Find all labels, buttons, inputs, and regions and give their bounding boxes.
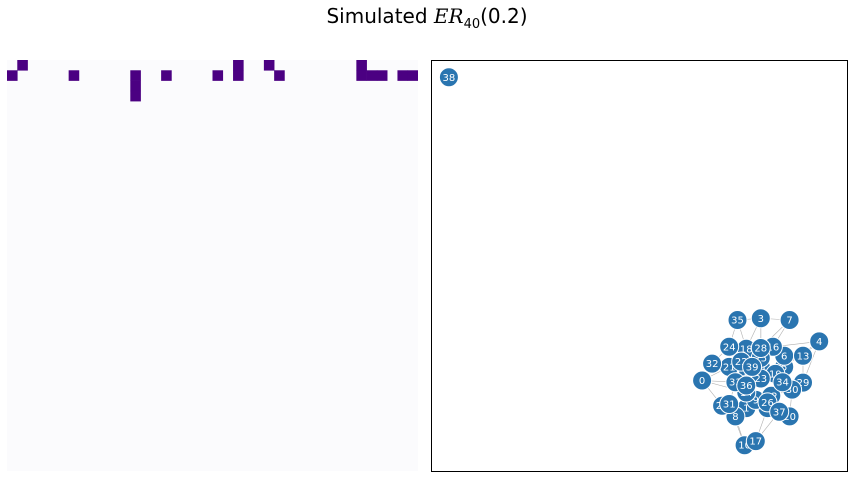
graph-node-label: 24 bbox=[723, 342, 736, 353]
heatmap-cell bbox=[366, 70, 378, 81]
heatmap-background bbox=[7, 60, 418, 471]
graph-node: 39 bbox=[742, 356, 763, 377]
adjacency-matrix-heatmap bbox=[7, 60, 418, 471]
figure-title: Simulated ER40(0.2) bbox=[0, 4, 854, 32]
graph-node-label: 38 bbox=[443, 73, 456, 84]
graph-node-label: 28 bbox=[754, 344, 767, 355]
graph-node: 13 bbox=[793, 345, 813, 366]
network-graph-plot: 0123456789101112131415161718192021222324… bbox=[431, 60, 848, 472]
graph-node-label: 35 bbox=[731, 316, 744, 327]
graph-node-label: 5 bbox=[781, 362, 787, 373]
graph-node-label: 39 bbox=[746, 362, 759, 373]
graph-node-circle bbox=[702, 353, 723, 374]
heatmap-cell bbox=[7, 70, 18, 81]
graph-node-label: 21 bbox=[723, 362, 736, 373]
graph-node-label: 19 bbox=[769, 369, 782, 380]
graph-node-label: 8 bbox=[732, 412, 738, 423]
graph-node: 17 bbox=[745, 431, 766, 452]
heatmap-cell bbox=[274, 70, 285, 81]
heatmap-cell bbox=[233, 60, 244, 71]
graph-node-circle bbox=[736, 375, 757, 396]
graph-node: 7 bbox=[779, 310, 800, 330]
heatmap-cell bbox=[68, 70, 80, 81]
graph-node-label: 7 bbox=[786, 316, 792, 327]
graph-node-label: 9 bbox=[753, 395, 759, 406]
graph-node: 38 bbox=[438, 67, 459, 88]
graph-node-circle bbox=[742, 356, 763, 377]
graph-node-label: 6 bbox=[781, 351, 787, 362]
graph-node-label: 32 bbox=[706, 359, 719, 370]
graph-node-label: 30 bbox=[786, 385, 799, 396]
graph-node: 24 bbox=[719, 336, 740, 357]
heatmap-cell bbox=[17, 60, 28, 71]
graph-node-label: 4 bbox=[816, 337, 822, 348]
graph-node: 37 bbox=[769, 401, 790, 422]
graph-node-circle bbox=[745, 431, 766, 452]
graph-node: 34 bbox=[772, 372, 793, 393]
graph-node-label: 37 bbox=[773, 407, 786, 418]
graph-node: 32 bbox=[702, 353, 723, 374]
graph-node-circle bbox=[809, 331, 830, 352]
graph-node-circle bbox=[719, 394, 740, 414]
graph-node: 36 bbox=[736, 375, 757, 396]
heatmap-cell bbox=[161, 70, 172, 81]
heatmap-cell bbox=[376, 70, 388, 81]
title-symbol: ER bbox=[433, 4, 464, 28]
graph-node-label: 23 bbox=[754, 374, 767, 385]
heatmap-cell bbox=[356, 60, 367, 71]
graph-node: 3 bbox=[750, 308, 771, 329]
graph-node-label: 17 bbox=[749, 437, 762, 448]
graph-node-label: 33 bbox=[729, 378, 742, 389]
graph-node-label: 22 bbox=[735, 357, 748, 368]
heatmap-cell bbox=[407, 70, 418, 81]
graph-node-circle bbox=[438, 67, 459, 88]
graph-node-label: 26 bbox=[761, 398, 774, 409]
title-suffix: (0.2) bbox=[480, 4, 528, 28]
graph-node-label: 20 bbox=[783, 412, 796, 423]
heatmap-cell bbox=[130, 90, 141, 102]
graph-node-label: 16 bbox=[767, 342, 780, 353]
graph-node: 28 bbox=[750, 338, 771, 358]
heatmap-cell bbox=[233, 70, 244, 81]
graph-node-circle bbox=[769, 401, 790, 422]
graph-node-circle bbox=[719, 336, 740, 357]
graph-node-circle bbox=[779, 310, 800, 330]
graph-node: 0 bbox=[692, 370, 713, 391]
title-subscript: 40 bbox=[463, 17, 481, 32]
graph-node-circle bbox=[750, 308, 771, 329]
graph-node-label: 34 bbox=[776, 378, 789, 389]
graph-node-label: 18 bbox=[740, 344, 753, 355]
graph-node-label: 36 bbox=[740, 381, 753, 392]
graph-node-circle bbox=[793, 345, 813, 366]
graph-node-label: 29 bbox=[797, 378, 810, 389]
graph-node-label: 13 bbox=[797, 351, 810, 362]
title-prefix: Simulated bbox=[326, 4, 434, 28]
graph-node-circle bbox=[772, 372, 793, 393]
graph-node-label: 1 bbox=[743, 404, 749, 415]
heatmap-cell bbox=[130, 80, 141, 92]
graph-node-label: 25 bbox=[754, 353, 767, 364]
graph-node: 4 bbox=[809, 331, 830, 352]
graph-node-label: 3 bbox=[758, 314, 764, 325]
graph-node-circle bbox=[750, 338, 771, 358]
graph-node-circle bbox=[727, 310, 748, 330]
heatmap-cell bbox=[263, 60, 275, 71]
graph-node-circle bbox=[692, 370, 713, 391]
graph-node-label: 31 bbox=[723, 400, 736, 411]
heatmap-cell bbox=[130, 70, 141, 81]
heatmap-cell bbox=[356, 70, 367, 81]
graph-node: 35 bbox=[727, 310, 748, 330]
graph-node: 31 bbox=[719, 394, 740, 414]
heatmap-cell bbox=[397, 70, 409, 81]
graph-node-label: 0 bbox=[699, 376, 705, 387]
graph-node-label: 10 bbox=[738, 441, 751, 452]
heatmap-cell bbox=[212, 70, 224, 81]
